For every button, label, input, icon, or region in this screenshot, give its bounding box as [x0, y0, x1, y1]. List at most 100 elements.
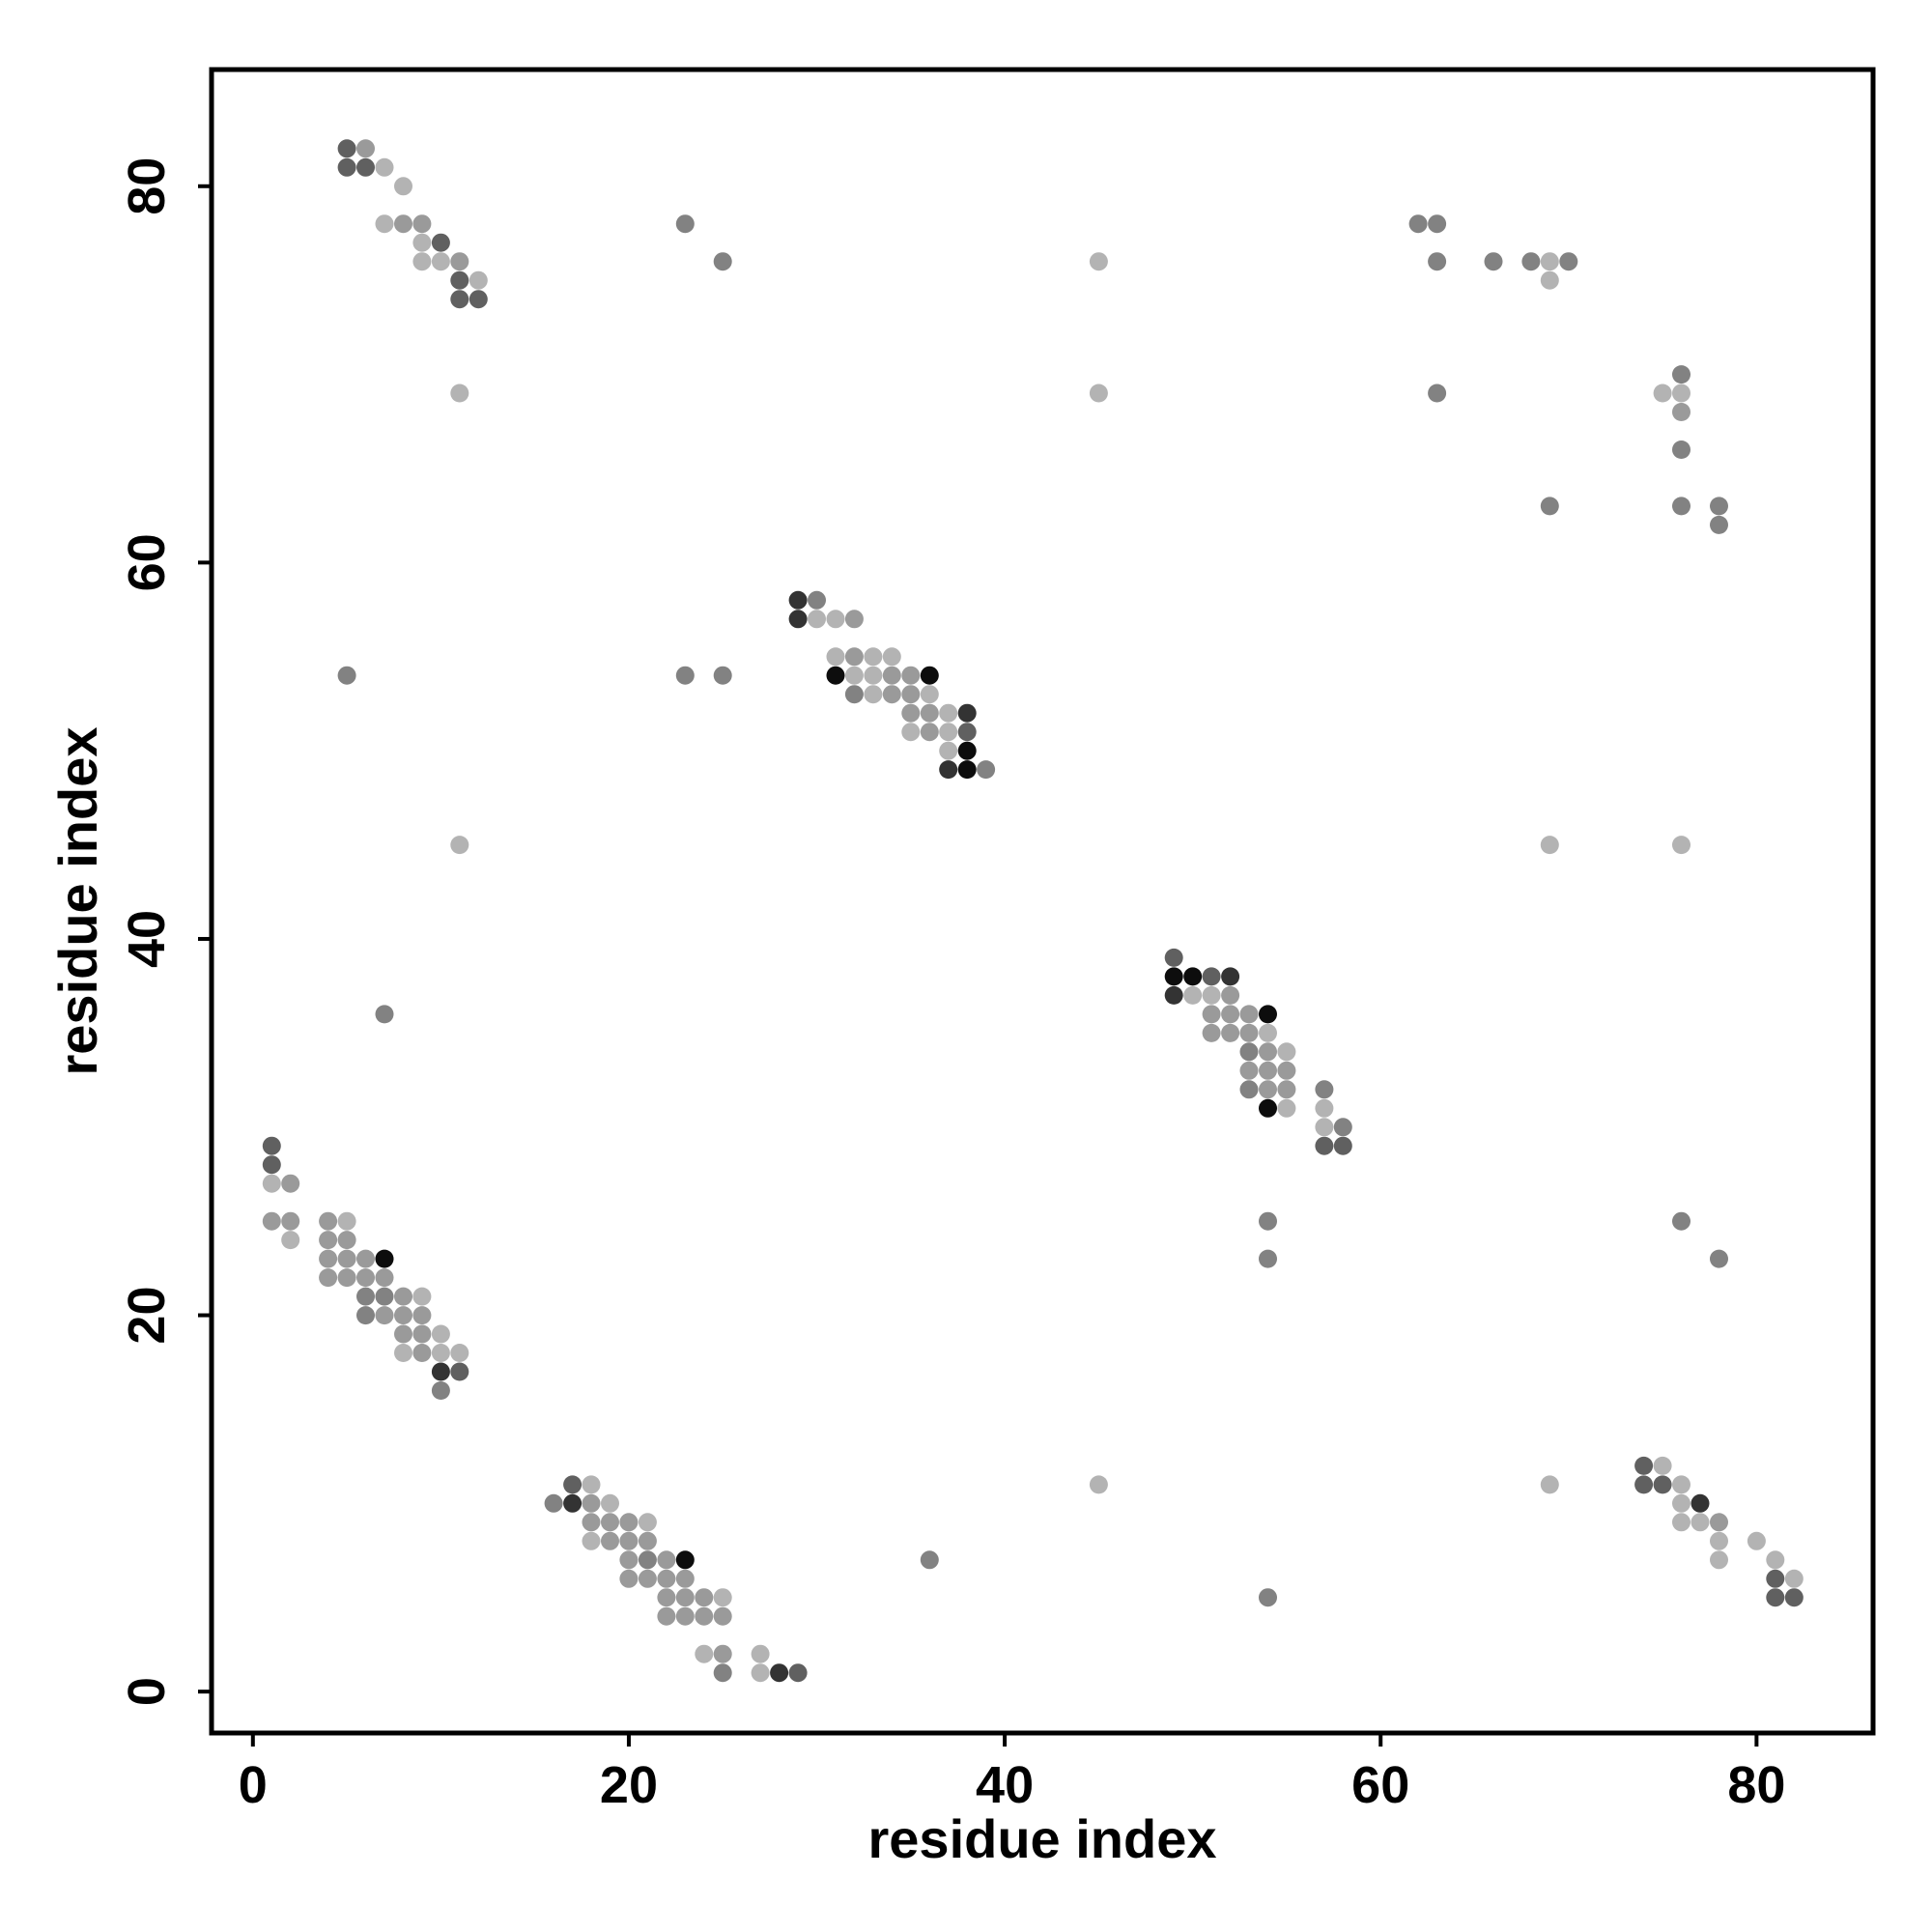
- contact-point: [844, 666, 864, 685]
- contact-point: [601, 1513, 619, 1532]
- contact-point: [808, 590, 826, 610]
- contact-point: [544, 1493, 563, 1513]
- contact-point: [337, 1231, 356, 1250]
- contact-point: [412, 214, 432, 234]
- contact-point: [431, 1362, 450, 1381]
- contact-point: [1428, 252, 1447, 271]
- contact-point: [1710, 1531, 1728, 1550]
- contact-point: [1653, 384, 1672, 403]
- contact-point: [337, 157, 356, 177]
- contact-point: [601, 1493, 619, 1513]
- contact-point: [939, 760, 958, 780]
- contact-point: [337, 1268, 356, 1288]
- contact-point: [1239, 1005, 1259, 1024]
- contact-point: [1259, 1042, 1277, 1062]
- data-points: [262, 139, 1804, 1683]
- x-tick-label: 0: [239, 1756, 268, 1814]
- contact-point: [770, 1663, 789, 1683]
- contact-point: [450, 384, 469, 403]
- contact-point: [695, 1644, 714, 1663]
- contact-point: [1259, 1023, 1277, 1042]
- contact-point: [1634, 1475, 1654, 1494]
- contact-point: [695, 1588, 714, 1607]
- x-tick-label: 40: [976, 1756, 1034, 1814]
- contact-point: [657, 1550, 676, 1570]
- contact-point: [319, 1268, 338, 1288]
- contact-point: [337, 666, 356, 685]
- contact-point: [844, 685, 864, 704]
- contact-point: [1540, 497, 1559, 516]
- contact-point: [1766, 1588, 1785, 1607]
- contact-point: [675, 1588, 695, 1607]
- contact-point: [713, 252, 732, 271]
- contact-point: [675, 1606, 695, 1626]
- contact-point: [675, 214, 695, 234]
- contact-point: [450, 1344, 469, 1362]
- x-axis: 0 20 40 60 80: [239, 1733, 1785, 1814]
- contact-point: [1277, 1042, 1296, 1062]
- contact-point: [431, 1324, 450, 1344]
- contact-point: [1672, 1493, 1690, 1513]
- contact-point: [788, 1663, 808, 1683]
- contact-point: [394, 177, 412, 196]
- contact-point: [957, 723, 977, 742]
- y-tick-label: 0: [118, 1677, 176, 1706]
- contact-point: [1259, 1588, 1277, 1607]
- contact-point: [920, 723, 939, 742]
- contact-point: [1690, 1493, 1710, 1513]
- contact-point: [1259, 1098, 1277, 1118]
- contact-point: [412, 1344, 432, 1362]
- contact-point: [638, 1513, 657, 1532]
- contact-point: [1277, 1080, 1296, 1099]
- contact-point: [394, 1324, 412, 1344]
- contact-point: [450, 1362, 469, 1381]
- contact-point: [1259, 1061, 1277, 1080]
- contact-point: [1239, 1023, 1259, 1042]
- contact-point: [1259, 1005, 1277, 1024]
- contact-point: [1747, 1531, 1766, 1550]
- contact-point: [882, 666, 901, 685]
- contact-point: [695, 1606, 714, 1626]
- contact-point: [337, 1211, 356, 1231]
- contact-point: [844, 647, 864, 667]
- contact-point: [1333, 1136, 1352, 1155]
- contact-point: [262, 1174, 281, 1193]
- contact-point: [619, 1569, 639, 1588]
- plot-frame: [209, 67, 1876, 1736]
- contact-point: [1710, 515, 1728, 534]
- contact-point: [657, 1606, 676, 1626]
- contact-point: [582, 1531, 601, 1550]
- contact-point: [375, 1249, 394, 1268]
- contact-point: [356, 139, 375, 158]
- contact-point: [563, 1475, 582, 1494]
- contact-point: [412, 252, 432, 271]
- contact-point: [713, 666, 732, 685]
- contact-point: [356, 1268, 375, 1288]
- contact-point: [1540, 270, 1559, 290]
- contact-point: [675, 666, 695, 685]
- contact-point: [1428, 214, 1447, 234]
- contact-point: [1540, 1475, 1559, 1494]
- contact-point: [356, 1306, 375, 1325]
- contact-point: [1164, 967, 1183, 986]
- contact-point: [957, 703, 977, 723]
- contact-point: [826, 647, 845, 667]
- contact-point: [808, 610, 826, 629]
- contact-point: [864, 647, 883, 667]
- contact-point: [920, 685, 939, 704]
- contact-point: [1710, 1550, 1728, 1570]
- contact-point: [356, 1249, 375, 1268]
- contact-point: [901, 685, 921, 704]
- x-tick-label: 20: [600, 1756, 658, 1814]
- contact-point: [638, 1531, 657, 1550]
- contact-point: [1559, 252, 1578, 271]
- contact-point: [1221, 1005, 1240, 1024]
- contact-point: [1277, 1098, 1296, 1118]
- contact-point: [450, 270, 469, 290]
- contact-point: [657, 1569, 676, 1588]
- contact-point: [1089, 252, 1108, 271]
- contact-point: [281, 1231, 300, 1250]
- contact-point: [431, 233, 450, 252]
